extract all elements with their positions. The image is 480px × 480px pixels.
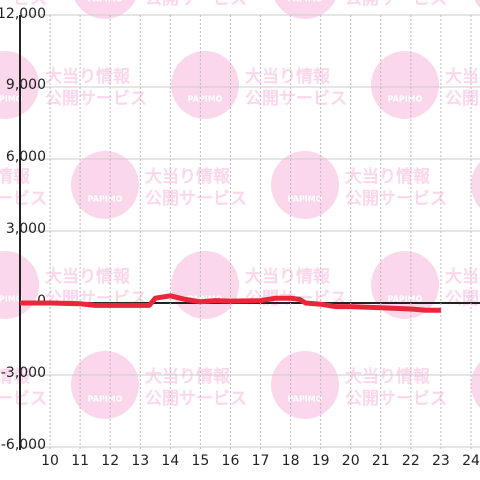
watermark-brand: PAPIMO bbox=[288, 0, 323, 4]
watermark-text: 公開サービス bbox=[345, 189, 447, 209]
watermark-text: 大当り情報 bbox=[145, 366, 231, 387]
x-tick-label: 14 bbox=[161, 453, 179, 469]
x-tick-label: 16 bbox=[222, 453, 240, 469]
y-tick-label: 9,000 bbox=[6, 77, 46, 93]
watermark-logo bbox=[371, 51, 439, 119]
watermark-brand: PAPIMO bbox=[0, 295, 23, 304]
watermark-text: 大当り情報 bbox=[0, 166, 31, 187]
watermark-logo bbox=[471, 161, 480, 209]
watermark-text: 公開サービス bbox=[245, 89, 347, 109]
watermark-text: 公開サービス bbox=[345, 389, 447, 409]
watermark-text: 大当り情報 bbox=[0, 366, 31, 387]
watermark-text: 大当り情報 bbox=[45, 66, 131, 87]
watermark-logo bbox=[274, 0, 336, 19]
watermark-text: 公開サービス bbox=[445, 289, 480, 309]
data-line bbox=[20, 293, 441, 313]
watermark-logo bbox=[271, 351, 339, 419]
watermark-text: 大当り情報 bbox=[345, 166, 431, 187]
watermark-text: 大当り情報 bbox=[345, 366, 431, 387]
watermark-brand: PAPIMO bbox=[388, 95, 423, 104]
watermark-text: 大当り情報 bbox=[245, 66, 331, 87]
watermark-text: 大当り情報 bbox=[45, 266, 131, 287]
watermark-logo bbox=[171, 51, 239, 119]
x-tick-label: 18 bbox=[282, 453, 300, 469]
y-tick-label: -3,000 bbox=[1, 365, 46, 381]
x-tick-label: 10 bbox=[41, 453, 59, 469]
x-tick-label: 24 bbox=[462, 453, 480, 469]
x-tick-label: 19 bbox=[312, 453, 330, 469]
watermark-text: 公開サービス bbox=[145, 0, 247, 9]
plot bbox=[20, 293, 441, 313]
y-tick-label: 12,000 bbox=[0, 6, 46, 22]
watermark-logo bbox=[71, 151, 139, 219]
watermark-brand: PAPIMO bbox=[288, 395, 323, 404]
watermark-brand: PAPIMO bbox=[188, 95, 223, 104]
watermark-logo bbox=[171, 251, 239, 319]
watermark-logo bbox=[271, 151, 339, 219]
watermark-text: 大当り情報 bbox=[145, 166, 231, 187]
watermark-text: 大当り情報 bbox=[445, 66, 480, 87]
x-tick-label: 21 bbox=[372, 453, 390, 469]
watermark-text: 公開サービス bbox=[45, 89, 147, 109]
x-tick-label: 22 bbox=[402, 453, 420, 469]
x-tick-label: 20 bbox=[342, 453, 360, 469]
watermark-text: 公開サービス bbox=[145, 189, 247, 209]
y-tick-label: 3,000 bbox=[6, 221, 46, 237]
watermark-text: 公開サービス bbox=[0, 189, 47, 209]
x-tick-label: 15 bbox=[191, 453, 209, 469]
x-tick-label: 23 bbox=[432, 453, 450, 469]
watermark-logo bbox=[471, 361, 480, 409]
y-tick-label: -6,000 bbox=[1, 437, 46, 453]
watermark-text: 大当り情報 bbox=[445, 266, 480, 287]
watermark-logo bbox=[74, 0, 136, 19]
watermark-text: 公開サービス bbox=[0, 0, 47, 9]
watermark-text: 公開サービス bbox=[445, 89, 480, 109]
y-tick-label: 6,000 bbox=[6, 149, 46, 165]
watermark-text: 公開サービス bbox=[0, 389, 47, 409]
watermark-text: 公開サービス bbox=[345, 0, 447, 9]
x-tick-label: 12 bbox=[101, 453, 119, 469]
watermark-brand: PAPIMO bbox=[88, 395, 123, 404]
watermark-brand: PAPIMO bbox=[288, 195, 323, 204]
watermark-text: 公開サービス bbox=[145, 389, 247, 409]
watermarks: PAPIMO大当り情報公開サービスPAPIMO大当り情報公開サービスPAPIMO… bbox=[0, 0, 480, 419]
x-tick-label: 11 bbox=[71, 453, 89, 469]
watermark-text: 大当り情報 bbox=[245, 266, 331, 287]
watermark-brand: PAPIMO bbox=[388, 295, 423, 304]
watermark-brand: PAPIMO bbox=[88, 0, 123, 4]
watermark-brand: PAPIMO bbox=[88, 195, 123, 204]
watermark-logo bbox=[474, 0, 480, 9]
x-tick-label: 13 bbox=[131, 453, 149, 469]
x-tick-label: 17 bbox=[252, 453, 270, 469]
watermark-brand: PAPIMO bbox=[0, 95, 23, 104]
watermark-logo bbox=[71, 351, 139, 419]
